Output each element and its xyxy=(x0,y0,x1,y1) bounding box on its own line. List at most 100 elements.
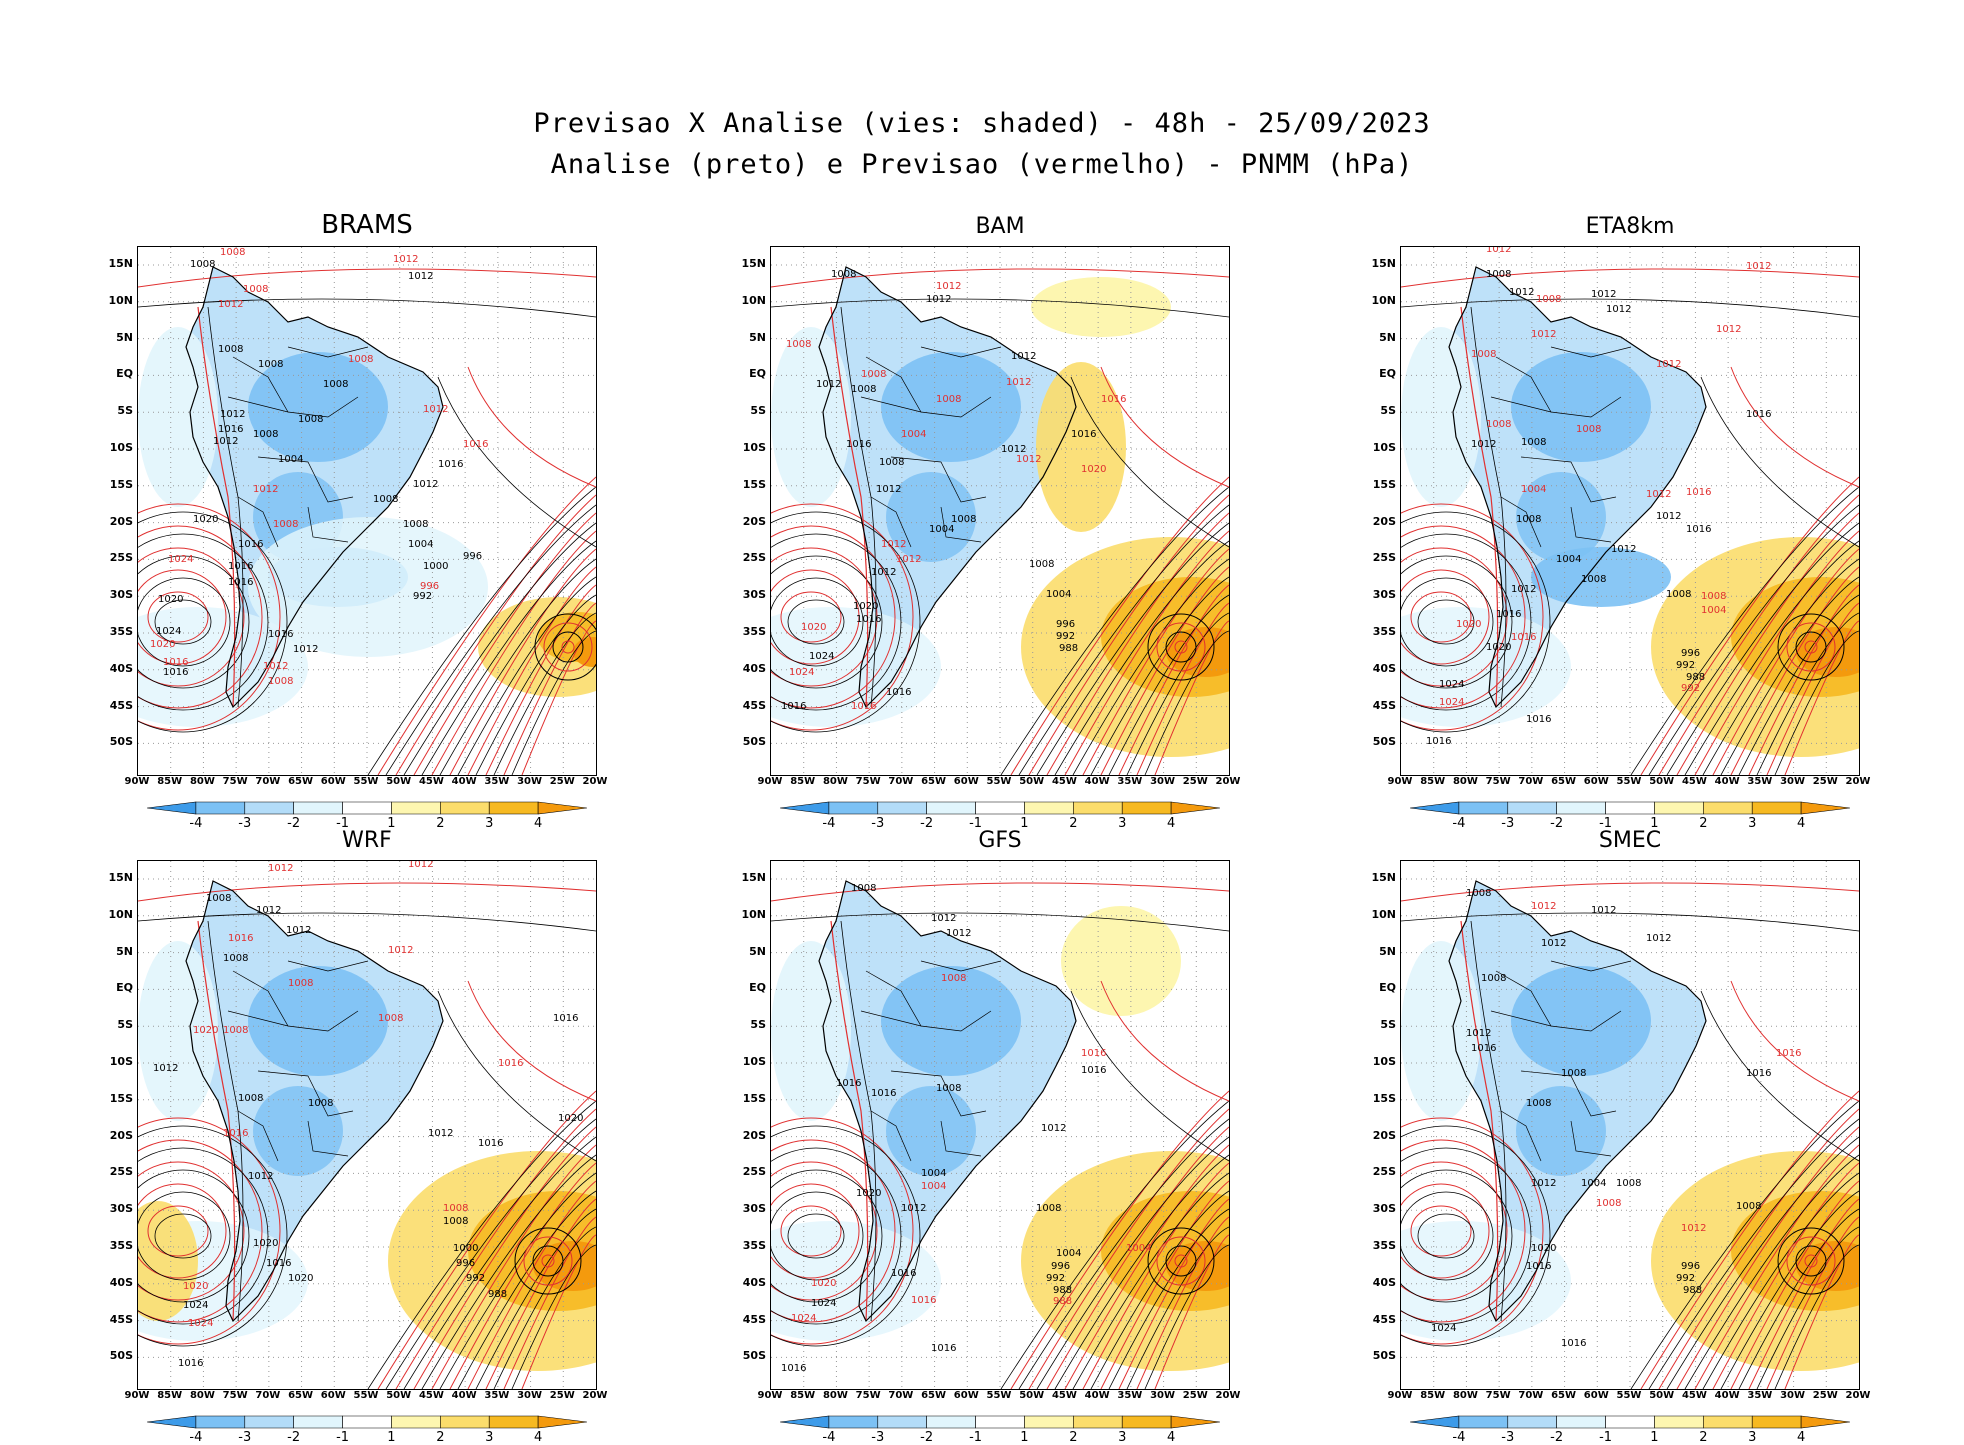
lon-label: 80W xyxy=(822,776,848,787)
isobar-label: 1020 xyxy=(193,514,218,525)
isobar-label: 1008 xyxy=(1029,559,1054,570)
isobar-label: 1008 xyxy=(253,429,278,440)
colorbar-label: 2 xyxy=(1069,1430,1078,1445)
isobar-label: 1012 xyxy=(248,1171,273,1182)
lon-label: 60W xyxy=(1583,776,1609,787)
lat-label: 35S xyxy=(1372,1239,1396,1252)
isobar-label: 1016 xyxy=(1746,409,1771,420)
isobar-label: 1020 xyxy=(183,1281,208,1292)
isobar-label: 1004 xyxy=(901,429,926,440)
isobar-label: 1012 xyxy=(1006,377,1031,388)
lon-label: 55W xyxy=(1616,1390,1642,1401)
isobar-label: 1020 xyxy=(558,1113,583,1124)
lat-label: 20S xyxy=(1372,1128,1396,1142)
colorbar xyxy=(1409,1414,1851,1433)
lat-label: 45S xyxy=(742,698,766,712)
isobar-label: 1016 xyxy=(1426,736,1451,747)
isobar-label: 1020 xyxy=(150,639,175,650)
lat-label: EQ xyxy=(1379,981,1396,995)
isobar-label: 1012 xyxy=(293,644,318,655)
panel-title: SMEC xyxy=(1598,828,1662,853)
isobars xyxy=(771,882,1229,1389)
isobar-label: 1008 xyxy=(851,384,876,395)
lon-label: 70W xyxy=(1518,776,1544,787)
isobar-label: 1004 xyxy=(408,539,433,550)
isobar-label: 1012 xyxy=(393,254,418,265)
isobar-label: 1008 xyxy=(258,359,283,370)
isobar-label: 1012 xyxy=(931,913,956,924)
isobar-label: 1008 xyxy=(1036,1203,1061,1214)
colorbar-swatch xyxy=(1751,801,1802,815)
isobar-label: 1008 xyxy=(1736,1201,1761,1212)
lon-label: 40W xyxy=(1714,776,1740,787)
isobar-label: 1012 xyxy=(1746,261,1771,272)
lat-label: 5S xyxy=(750,1018,766,1032)
colorbar-swatch xyxy=(1409,801,1460,815)
coastline xyxy=(185,880,444,1323)
isobar-label: 1012 xyxy=(218,299,243,310)
colorbar-swatch xyxy=(877,801,927,815)
lat-label: 50S xyxy=(742,1349,766,1363)
lat-label: 40S xyxy=(109,661,133,675)
colorbar xyxy=(146,1414,588,1433)
lat-label: 20S xyxy=(742,514,766,528)
isobar-label: 1012 xyxy=(268,863,293,874)
isobar-label: 1008 xyxy=(206,893,231,904)
isobar-label: 1008 xyxy=(941,973,966,984)
lon-label: 25W xyxy=(1812,776,1838,787)
isobar-label: 1008 xyxy=(1471,349,1496,360)
lat-label: 35S xyxy=(109,1239,133,1252)
lon-label: 35W xyxy=(1747,776,1773,787)
colorbar-swatch xyxy=(877,1415,927,1429)
colorbar-swatch xyxy=(537,1415,588,1429)
lat-label: 30S xyxy=(1372,588,1396,602)
colorbar-swatch xyxy=(293,801,343,815)
isobar-label: 1020 xyxy=(1486,642,1511,653)
colorbar-swatch xyxy=(1556,1415,1606,1429)
isobar-label: 1008 xyxy=(268,676,293,687)
isobar-label: 1012 xyxy=(1011,351,1036,362)
lat-label: 40S xyxy=(1372,1275,1396,1289)
isobar-label: 1008 xyxy=(443,1203,468,1214)
colorbar-swatch xyxy=(342,801,392,815)
lat-label: EQ xyxy=(116,367,133,381)
isobar-label: 1016 xyxy=(1511,632,1536,643)
lon-label: 65W xyxy=(921,776,947,787)
colorbar-swatch xyxy=(244,1415,294,1429)
isobar-label: 1012 xyxy=(1656,511,1681,522)
lat-lon-grid xyxy=(771,247,1229,775)
lon-label: 65W xyxy=(288,776,314,787)
colorbar-swatch xyxy=(1605,1415,1655,1429)
lat-label: 25S xyxy=(742,1165,766,1179)
isobar-label: 1012 xyxy=(1611,544,1636,555)
bias-negative-shading xyxy=(1401,881,1706,1341)
isobar-label: 1004 xyxy=(929,524,954,535)
lat-label: 50S xyxy=(1372,1349,1396,1363)
isobar-label: 1008 xyxy=(1561,1068,1586,1079)
lat-label: 40S xyxy=(742,1275,766,1289)
isobar-label: 1012 xyxy=(1486,247,1511,255)
lat-label: 20S xyxy=(1372,514,1396,528)
isobar-label: 992 xyxy=(413,591,432,602)
panel-title: BAM xyxy=(975,214,1025,239)
lon-label: 50W xyxy=(1649,776,1675,787)
isobar-label: 1008 xyxy=(936,394,961,405)
isobar-label: 1008 xyxy=(443,1216,468,1227)
lon-label: 50W xyxy=(386,1390,412,1401)
colorbar-swatch xyxy=(1121,1415,1172,1429)
isobar-label: 1012 xyxy=(1041,1123,1066,1134)
lat-label: 30S xyxy=(1372,1202,1396,1216)
panel-title: BRAMS xyxy=(321,210,413,240)
isobar-label: 1008 xyxy=(1516,514,1541,525)
isobar-label: 992 xyxy=(1046,1273,1065,1284)
bias-negative-shading xyxy=(138,267,488,727)
colorbar xyxy=(1409,800,1851,819)
isobar-label: 1024 xyxy=(789,667,814,678)
isobar-label: 1016 xyxy=(498,1058,523,1069)
colorbar-label: -3 xyxy=(238,1430,252,1445)
isobar-label: 1008 xyxy=(298,414,323,425)
lat-label: 10S xyxy=(109,1055,133,1068)
colorbar-swatch xyxy=(1458,801,1509,815)
lon-label: 25W xyxy=(549,1390,575,1401)
colorbar-label: 4 xyxy=(1796,1430,1806,1445)
